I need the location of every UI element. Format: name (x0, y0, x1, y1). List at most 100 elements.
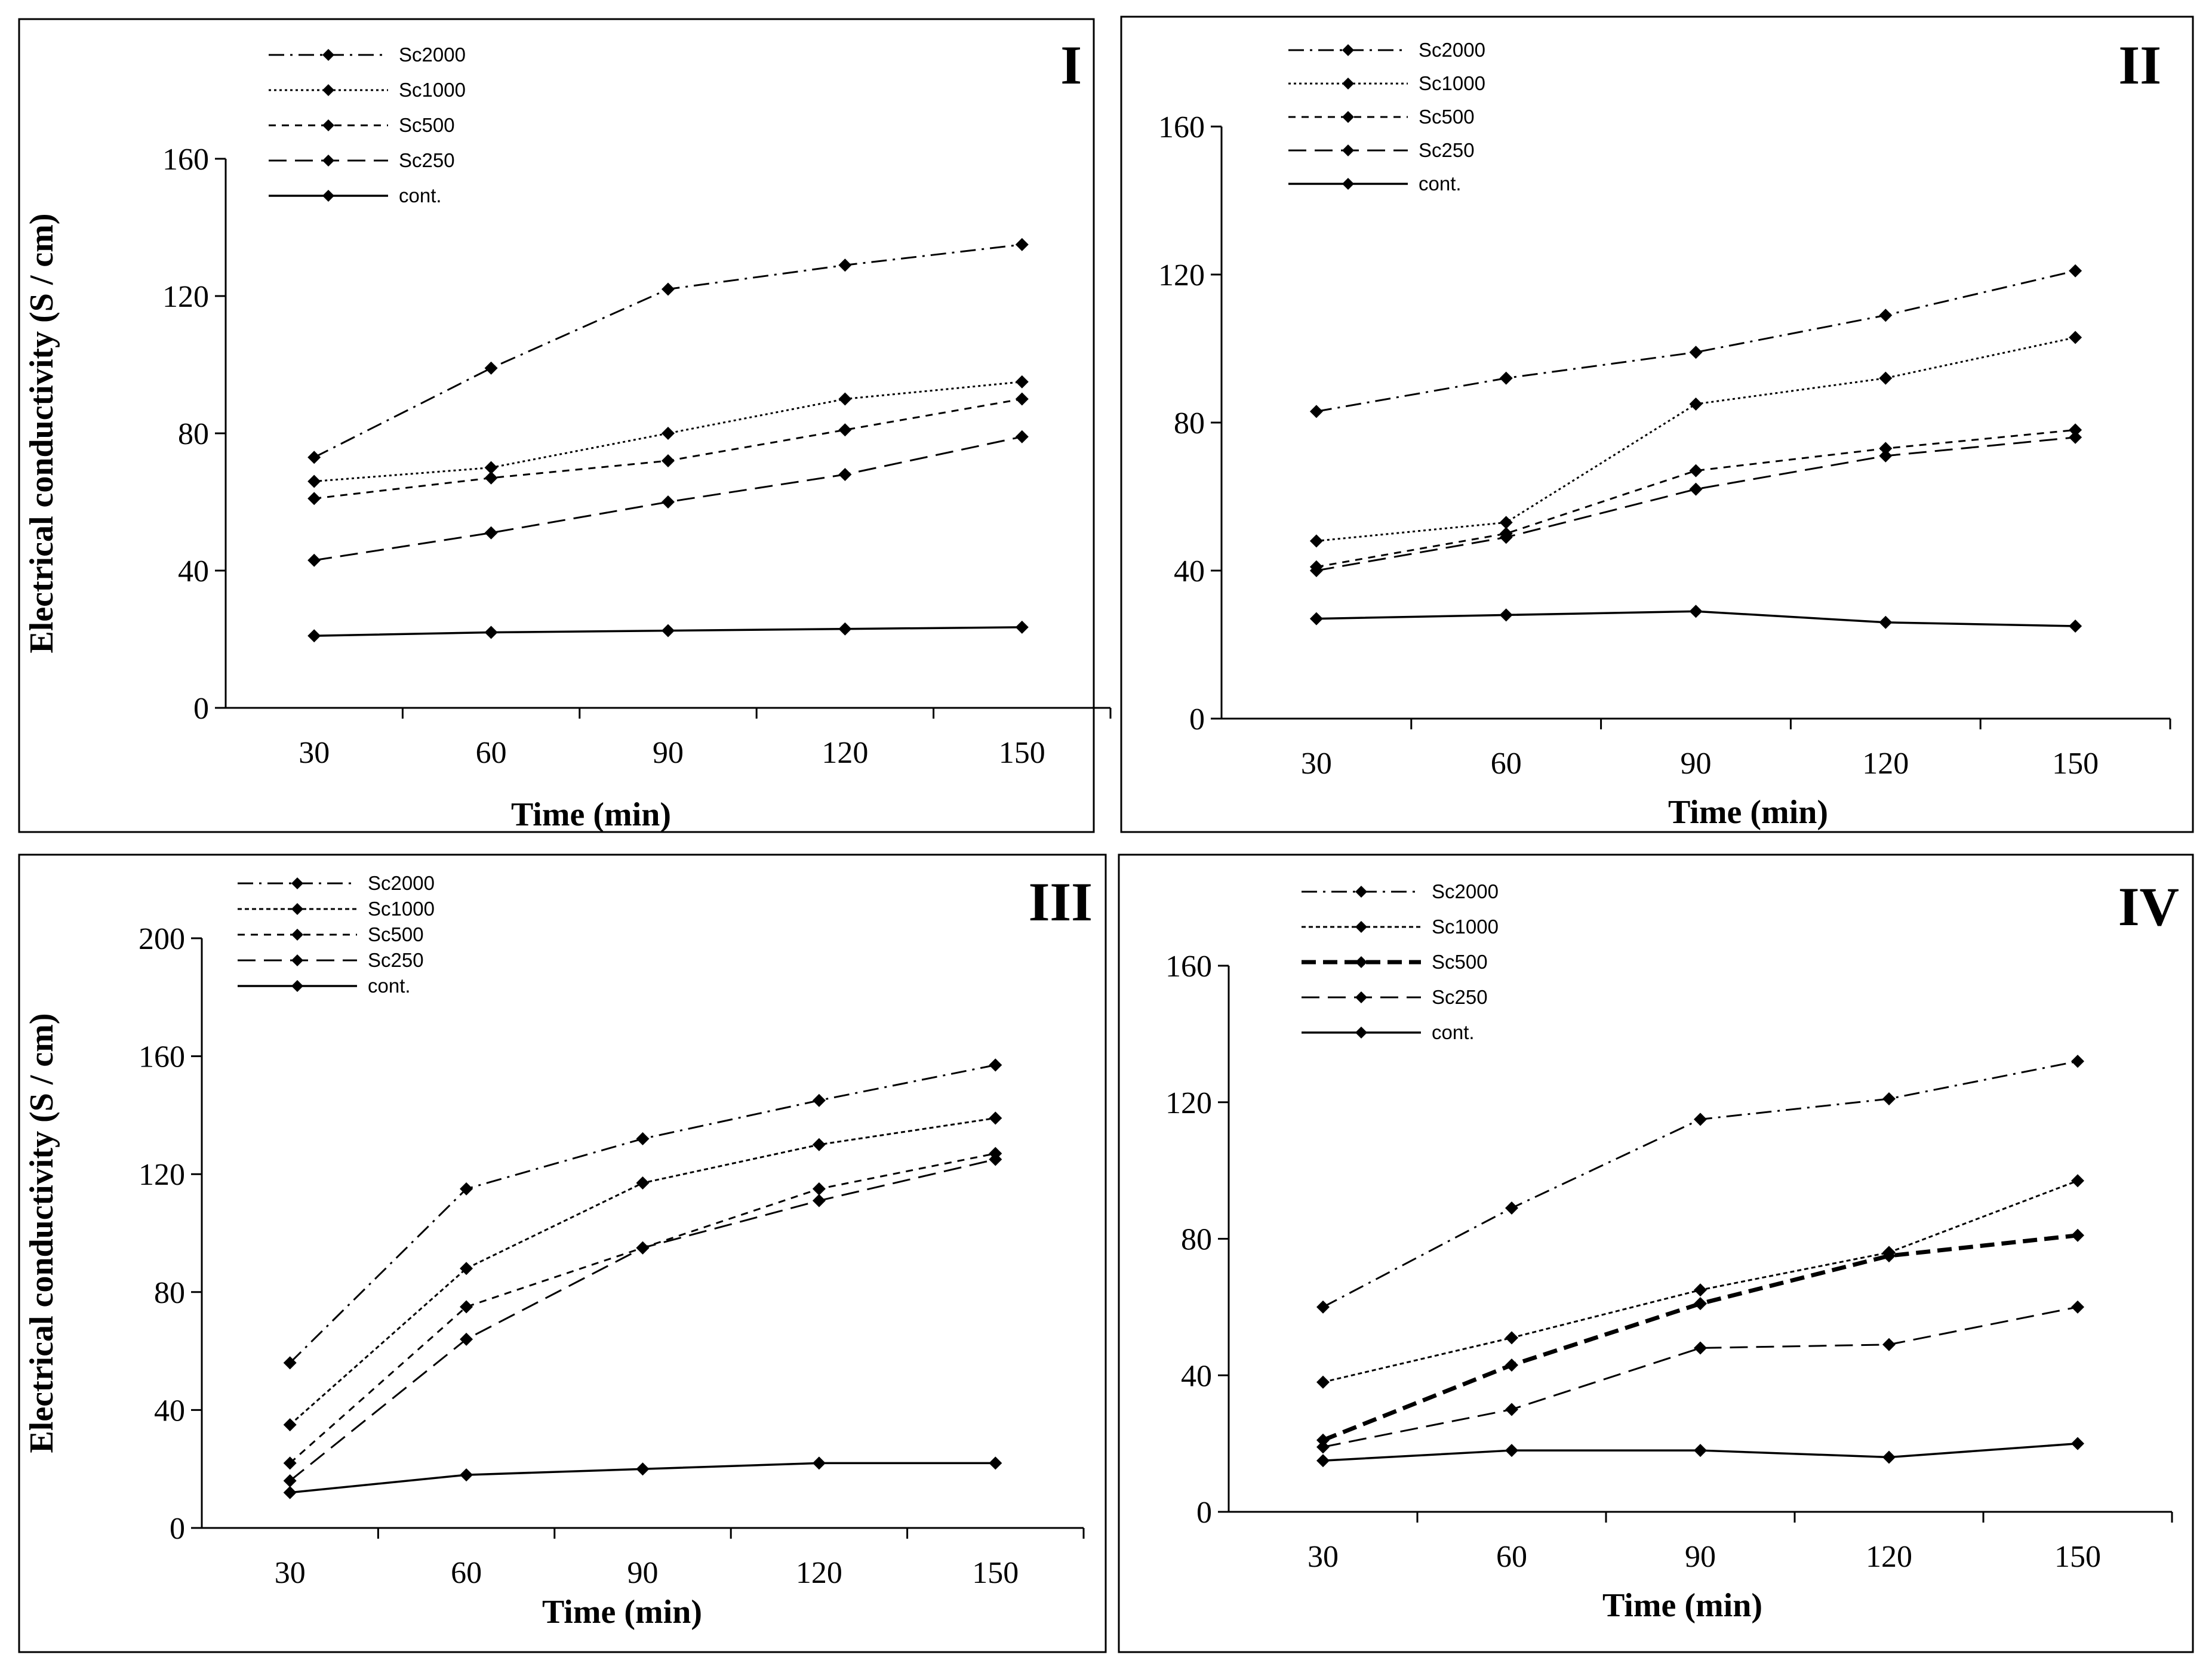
series-sc500 (1316, 1228, 2084, 1447)
data-point (484, 471, 498, 485)
data-point (2069, 331, 2082, 344)
legend-marker (1355, 956, 1367, 968)
y-tick-label: 160 (139, 1040, 185, 1074)
data-point (1499, 516, 1513, 529)
data-point (1882, 1338, 1896, 1351)
x-tick-label: 30 (1307, 1540, 1339, 1574)
data-point (1316, 1433, 1330, 1447)
legend-item: Sc2000 (1302, 880, 1499, 902)
legend-marker (1355, 921, 1367, 933)
series-sc1000 (1309, 331, 2082, 548)
data-point (2069, 620, 2082, 633)
series-line (1322, 1060, 2078, 1308)
legend-item: Sc1000 (1288, 72, 1485, 94)
data-point (1689, 482, 1703, 496)
data-point (460, 1300, 473, 1314)
legend-item: Sc500 (269, 114, 455, 136)
legend-label: Sc250 (1432, 986, 1488, 1008)
panel-border (1120, 16, 2194, 833)
legend-item: Sc2000 (269, 44, 466, 66)
x-tick-label: 30 (275, 1556, 306, 1590)
series-cont (307, 620, 1029, 643)
data-point (1694, 1283, 1707, 1297)
data-point (1694, 1297, 1707, 1311)
series-sc250 (283, 1153, 1002, 1487)
x-tick-label: 120 (796, 1556, 842, 1590)
data-point (1499, 531, 1513, 544)
x-axis-title: Time (min) (511, 796, 671, 833)
x-tick-label: 60 (1496, 1540, 1527, 1574)
legend-label: Sc2000 (399, 44, 466, 66)
data-point (307, 492, 321, 506)
y-tick-label: 160 (1158, 110, 1205, 144)
series-sc2000 (283, 1058, 1002, 1370)
data-point (989, 1456, 1002, 1470)
data-point (1316, 1454, 1330, 1468)
x-tick-label: 60 (1491, 747, 1522, 781)
data-point (2069, 423, 2082, 437)
series-line (1316, 436, 2076, 572)
x-tick-label: 150 (999, 736, 1045, 770)
x-tick-label: 90 (627, 1556, 659, 1590)
data-point (1499, 608, 1513, 622)
legend-marker (322, 49, 334, 61)
data-point (1505, 1444, 1518, 1458)
data-point (1689, 398, 1703, 411)
legend-item: Sc500 (1288, 106, 1475, 128)
legend-item: Sc250 (238, 949, 424, 971)
x-tick-label: 30 (1301, 747, 1332, 781)
data-point (1015, 238, 1029, 251)
series-cont (1316, 1437, 2084, 1468)
data-point (1689, 346, 1703, 359)
legend-label: cont. (1432, 1021, 1475, 1043)
data-point (2071, 1228, 2084, 1242)
data-point (838, 392, 852, 406)
legend-marker (1342, 78, 1354, 90)
data-point (1316, 1375, 1330, 1389)
data-point (812, 1138, 826, 1151)
legend-item: Sc500 (1302, 951, 1488, 973)
data-point (283, 1418, 297, 1432)
x-tick-label: 120 (1866, 1540, 1912, 1574)
data-point (1309, 612, 1323, 626)
legend-label: Sc500 (399, 114, 455, 136)
legend-label: Sc500 (368, 923, 424, 945)
data-point (1015, 430, 1029, 443)
legend-marker (322, 119, 334, 131)
data-point (460, 1468, 473, 1482)
series-line (1322, 1233, 2078, 1443)
data-point (838, 258, 852, 272)
series-line (313, 244, 1022, 458)
data-point (2071, 1174, 2084, 1188)
data-point (460, 1262, 473, 1275)
y-tick-label: 80 (1174, 406, 1205, 440)
series-sc500 (283, 1147, 1002, 1470)
data-point (636, 1176, 650, 1190)
legend-label: cont. (1419, 172, 1462, 195)
data-point (1689, 464, 1703, 477)
data-point (460, 1332, 473, 1346)
data-point (307, 451, 321, 464)
legend-marker (322, 84, 334, 96)
x-tick-label: 150 (972, 1556, 1019, 1590)
data-point (484, 461, 498, 474)
series-line (1316, 336, 2076, 542)
legend-item: Sc500 (238, 923, 424, 945)
legend-marker (1342, 111, 1354, 123)
series-cont (1309, 605, 2082, 633)
data-point (636, 1462, 650, 1476)
x-axis-title: Time (min) (542, 1594, 702, 1631)
data-point (1015, 620, 1029, 634)
y-tick-label: 200 (139, 922, 185, 956)
data-point (1879, 615, 1893, 629)
legend-marker (291, 903, 303, 915)
legend-label: Sc1000 (368, 898, 435, 920)
data-point (1015, 375, 1029, 389)
y-axis-title: Electrical conductivity (S / cm) (23, 1013, 60, 1453)
series-sc2000 (1316, 1055, 2084, 1314)
panel-border (1118, 854, 2194, 1653)
data-point (1879, 309, 1893, 322)
legend-label: Sc250 (368, 949, 424, 971)
legend-label: cont. (368, 975, 411, 997)
